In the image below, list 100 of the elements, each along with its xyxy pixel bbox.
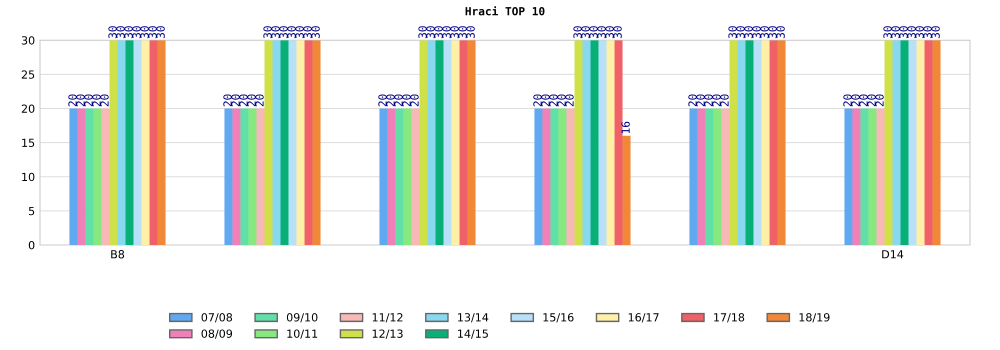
data-label: 30	[303, 26, 312, 38]
bar	[746, 40, 754, 245]
data-label: 30	[458, 26, 467, 38]
bar	[264, 40, 272, 245]
data-label: 30	[148, 26, 157, 38]
data-label: 30	[156, 26, 165, 38]
data-label: 30	[108, 26, 117, 38]
bar	[118, 40, 126, 245]
bar	[240, 108, 248, 245]
bar	[256, 108, 264, 245]
bar	[754, 40, 762, 245]
bar	[689, 108, 698, 245]
data-label: 30	[899, 26, 908, 38]
bar	[419, 40, 428, 245]
bar	[558, 108, 566, 245]
data-label: 20	[92, 94, 101, 106]
bar	[296, 40, 305, 245]
data-label: 20	[712, 94, 721, 106]
bar	[69, 108, 78, 245]
bar	[150, 40, 158, 245]
bar	[288, 40, 297, 245]
data-label: 30	[287, 26, 296, 38]
data-label: 30	[768, 26, 777, 38]
data-label: 20	[76, 94, 85, 106]
data-label: 20	[386, 94, 395, 106]
data-label: 30	[597, 26, 606, 38]
legend-label: 14/15	[458, 330, 488, 339]
bar	[614, 40, 623, 245]
data-label: 20	[410, 94, 419, 106]
bar	[729, 40, 738, 245]
data-label: 30	[116, 26, 125, 38]
bar	[876, 108, 884, 245]
bar	[778, 40, 786, 245]
bar	[852, 108, 860, 245]
data-label: 30	[931, 26, 940, 38]
bar	[395, 108, 404, 245]
bar	[109, 40, 118, 245]
data-label: 30	[132, 26, 141, 38]
bar	[248, 108, 256, 245]
bar	[590, 40, 599, 245]
bar	[101, 108, 110, 245]
data-label: 30	[263, 26, 272, 38]
data-label: 30	[883, 26, 892, 38]
data-label: 20	[720, 94, 729, 106]
legend-label: 10/11	[287, 329, 318, 339]
legend-label: 07/08	[202, 313, 232, 322]
data-label: 30	[581, 26, 590, 38]
bar	[582, 40, 591, 245]
data-label: 20	[867, 94, 876, 106]
bar	[705, 108, 714, 245]
bar	[452, 40, 460, 245]
bar	[844, 108, 852, 245]
data-label: 20	[402, 94, 411, 106]
bar	[892, 40, 901, 245]
bar	[460, 40, 468, 245]
data-label: 30	[915, 26, 924, 38]
data-label: 20	[541, 94, 550, 106]
bar	[93, 108, 102, 245]
bar	[598, 40, 607, 245]
data-label: 20	[231, 94, 240, 106]
data-label: 30	[466, 26, 475, 38]
data-label: 20	[68, 94, 77, 106]
data-label: 30	[426, 26, 435, 38]
bar	[534, 108, 542, 245]
bar	[622, 136, 631, 245]
legend-label: 17/18	[714, 313, 744, 322]
data-label: 20	[239, 94, 248, 106]
data-label: 30	[124, 26, 133, 38]
bar	[932, 40, 941, 245]
y-tick-label: 10	[22, 172, 34, 182]
bar	[884, 40, 892, 245]
bar	[280, 40, 289, 245]
data-label: 20	[223, 94, 232, 106]
data-label: 30	[279, 26, 288, 38]
bar	[908, 40, 917, 245]
bar	[713, 108, 722, 245]
data-label: 30	[295, 26, 304, 38]
data-label: 30	[907, 26, 916, 38]
y-tick-label: 5	[28, 206, 34, 216]
bar	[312, 40, 321, 245]
y-tick-label: 20	[22, 104, 34, 113]
data-label: 20	[843, 94, 852, 106]
bar	[142, 40, 150, 245]
y-tick-label: 25	[22, 70, 34, 79]
data-label: 30	[605, 26, 614, 38]
bar	[134, 40, 142, 245]
data-label: 20	[696, 94, 705, 106]
data-label: 20	[100, 94, 109, 106]
legend-label: 13/14	[458, 313, 488, 322]
bar	[924, 40, 933, 245]
data-label: 30	[744, 26, 753, 38]
data-label: 20	[565, 94, 574, 106]
data-label: 20	[704, 94, 713, 106]
data-label: 30	[434, 26, 443, 38]
data-label: 20	[378, 94, 387, 106]
data-label: 30	[442, 26, 451, 38]
bar	[444, 40, 452, 245]
data-label: 30	[752, 26, 761, 38]
data-label: 30	[140, 26, 149, 38]
bar	[411, 108, 420, 245]
